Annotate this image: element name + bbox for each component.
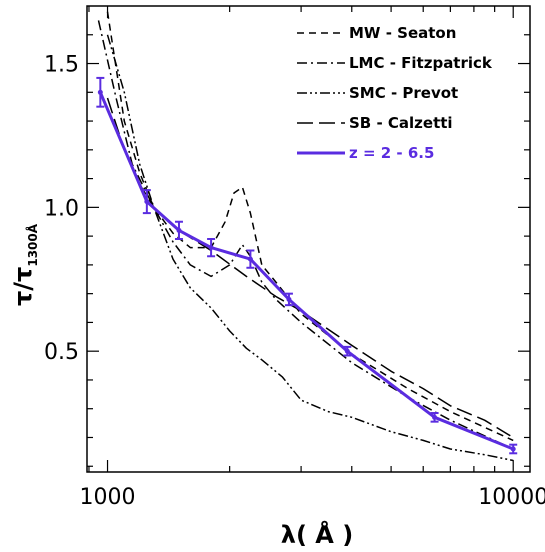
y-tick-label: 1.0 (44, 196, 79, 221)
data-point (247, 256, 253, 262)
data-point (208, 245, 214, 251)
svg-text:τ/τ1300Å: τ/τ1300Å (9, 223, 40, 306)
y-axis-title-group: τ/τ1300Å (9, 223, 40, 306)
legend: MW - Seaton LMC - Fitzpatrick SMC - Prevot… (297, 24, 493, 162)
plot-frame (86, 5, 531, 473)
data-point (432, 414, 438, 420)
series-line-longdash (106, 97, 514, 439)
y-axis-title: τ/τ (9, 267, 37, 306)
y-tick-label: 0.5 (44, 340, 79, 365)
legend-label: z = 2 - 6.5 (349, 144, 434, 162)
series-line-solid (98, 91, 514, 451)
series-line-dashdotdot (106, 34, 514, 462)
data-point (510, 446, 516, 452)
axes: 1000 10000 0.5 1.0 1.5 (44, 5, 545, 510)
legend-label: LMC - Fitzpatrick (349, 54, 493, 72)
data-point (286, 296, 292, 302)
legend-label: MW - Seaton (349, 24, 456, 42)
legend-label: SB - Calzetti (349, 114, 453, 132)
x-tick-label: 1000 (80, 485, 136, 510)
series-line-dashed (106, 11, 514, 442)
data-point (144, 199, 150, 205)
plot-area (96, 11, 518, 462)
data-point (344, 348, 350, 354)
legend-label: SMC - Prevot (349, 84, 458, 102)
x-tick-label: 10000 (478, 485, 545, 510)
y-axis-title-subscript: 1300Å (25, 223, 40, 266)
data-point (97, 89, 103, 95)
x-axis-title: λ( Å ) (281, 520, 353, 549)
data-point (176, 227, 182, 233)
y-tick-label: 1.5 (44, 53, 79, 78)
